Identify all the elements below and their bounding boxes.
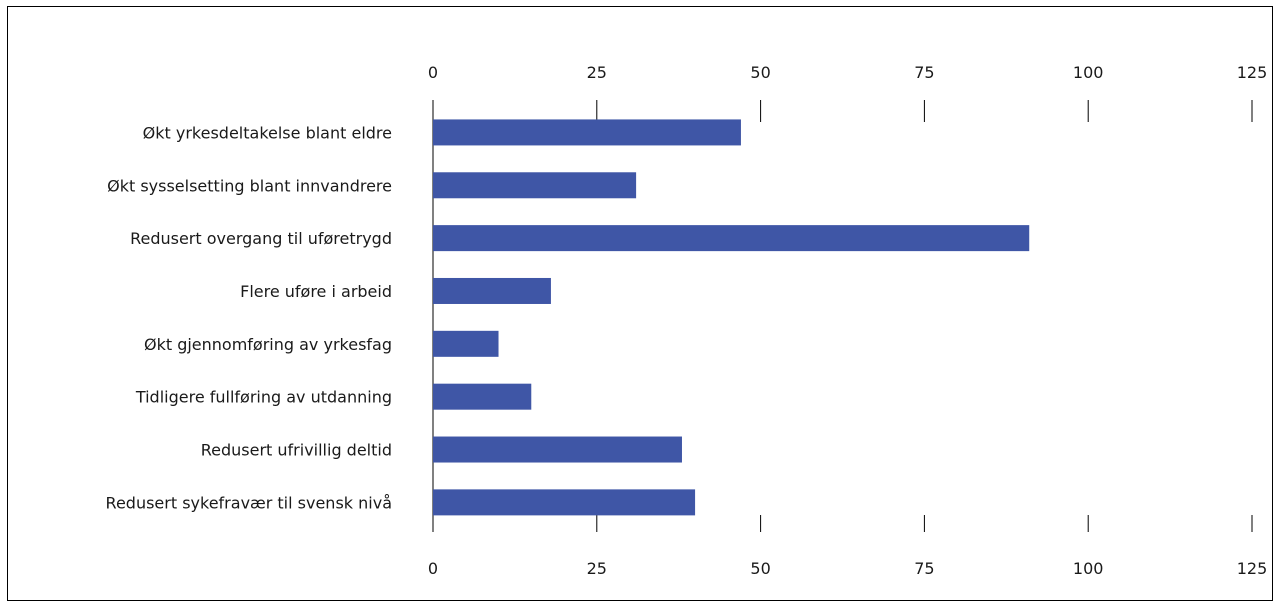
bottom-tick-label: 25 <box>587 559 607 578</box>
bar <box>433 436 682 463</box>
category-label: Økt gjennomføring av yrkesfag <box>144 335 392 354</box>
category-label: Tidligere fullføring av utdanning <box>135 388 392 407</box>
category-labels: Økt yrkesdeltakelse blant eldre Økt sysse… <box>106 123 392 512</box>
category-label: Redusert overgang til uføretrygd <box>130 229 392 248</box>
top-tick-label: 100 <box>1073 63 1104 82</box>
top-tick-label: 125 <box>1237 63 1268 82</box>
top-tick-label: 0 <box>428 63 438 82</box>
category-label: Redusert sykefravær til svensk nivå <box>106 493 392 512</box>
bottom-tick-label: 125 <box>1237 559 1268 578</box>
bar <box>433 383 532 410</box>
bottom-tick-label: 50 <box>750 559 770 578</box>
bar <box>433 172 637 199</box>
bars <box>433 119 1030 516</box>
bottom-tick-label: 100 <box>1073 559 1104 578</box>
top-tick-label: 50 <box>750 63 770 82</box>
bar <box>433 119 741 146</box>
bar <box>433 330 499 357</box>
top-tick-label: 75 <box>914 63 934 82</box>
bottom-tick-label: 0 <box>428 559 438 578</box>
bar <box>433 489 696 516</box>
bar <box>433 277 551 304</box>
bottom-tick-label: 75 <box>914 559 934 578</box>
category-label: Flere uføre i arbeid <box>240 282 392 301</box>
category-label: Økt yrkesdeltakelse blant eldre <box>143 123 392 142</box>
category-label: Redusert ufrivillig deltid <box>201 441 392 460</box>
top-tick-label: 25 <box>587 63 607 82</box>
bar <box>433 225 1030 252</box>
category-label: Økt sysselsetting blant innvandrere <box>107 176 392 195</box>
